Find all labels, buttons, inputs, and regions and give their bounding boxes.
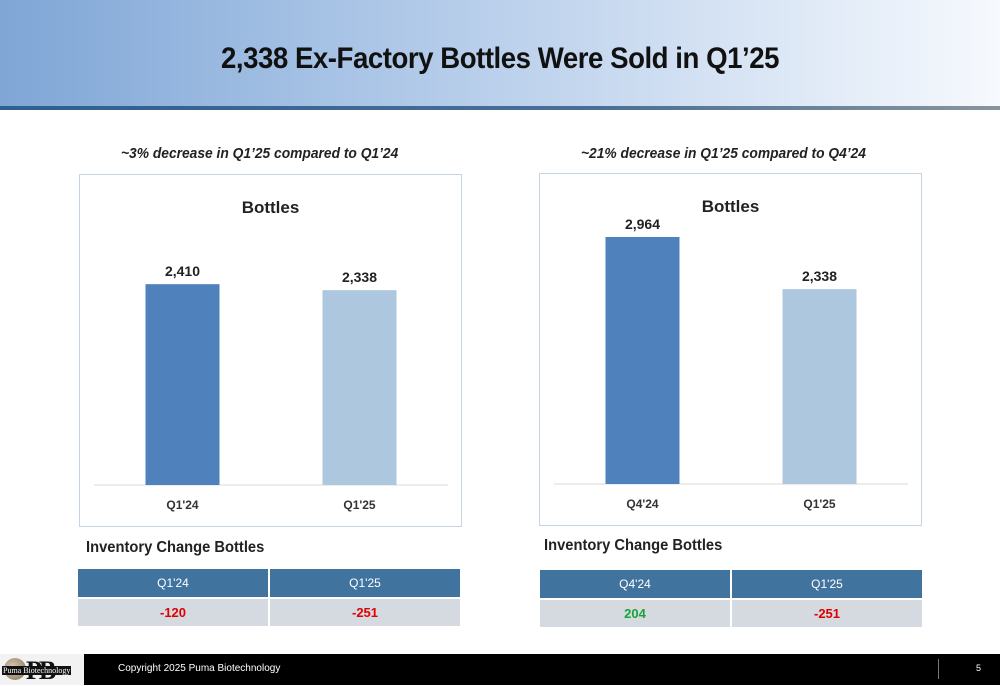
table-cell: 204 <box>540 600 730 627</box>
table-header-row: Q1'24 Q1'25 <box>78 569 460 597</box>
logo-name: Puma Biotechnology <box>2 666 72 675</box>
bar-data-label: 2,964 <box>625 216 660 232</box>
header-banner <box>0 0 1000 107</box>
table-cell: -120 <box>78 599 268 626</box>
left-chart-panel: Bottles 2,410 Q1'24 2,338 Q1'25 <box>79 174 462 527</box>
left-bar-chart: Bottles 2,410 Q1'24 2,338 Q1'25 <box>94 198 448 512</box>
right-bar-chart: Bottles 2,964 Q4'24 2,338 Q1'25 <box>554 197 908 511</box>
slide-title: 2,338 Ex-Factory Bottles Were Sold in Q1… <box>220 42 779 75</box>
x-tick-label: Q1'24 <box>166 498 199 512</box>
x-tick-label: Q1'25 <box>803 497 836 511</box>
table-cell: -251 <box>270 599 460 626</box>
footer-bar: PB Puma Biotechnology Copyright 2025 Pum… <box>0 654 1000 685</box>
table-header-cell: Q1'25 <box>270 569 460 597</box>
table-cell: -251 <box>732 600 922 627</box>
bar-data-label: 2,338 <box>802 268 837 284</box>
x-tick-label: Q4'24 <box>626 497 659 511</box>
right-inventory-title: Inventory Change Bottles <box>544 537 723 554</box>
table-header-row: Q4'24 Q1'25 <box>540 570 922 598</box>
copyright-text: Copyright 2025 Puma Biotechnology <box>118 663 281 674</box>
company-logo: PB Puma Biotechnology <box>0 654 84 685</box>
bar <box>145 284 220 485</box>
bar-data-label: 2,410 <box>165 263 200 279</box>
bar <box>782 289 857 484</box>
chart-title: Bottles <box>702 197 760 216</box>
page-number: 5 <box>976 663 982 673</box>
x-tick-label: Q1'25 <box>343 498 376 512</box>
bar <box>605 237 680 484</box>
left-subtitle: ~3% decrease in Q1’25 compared to Q1’24 <box>121 145 399 162</box>
footer-divider <box>938 659 939 679</box>
bar <box>322 290 397 485</box>
right-subtitle: ~21% decrease in Q1’25 compared to Q4’24 <box>581 145 866 162</box>
left-inventory-table: Q1'24 Q1'25 -120 -251 <box>78 569 460 626</box>
right-inventory-table: Q4'24 Q1'25 204 -251 <box>540 570 922 627</box>
table-row: 204 -251 <box>540 598 922 627</box>
table-header-cell: Q1'24 <box>78 569 268 597</box>
bar-data-label: 2,338 <box>342 269 377 285</box>
table-header-cell: Q1'25 <box>732 570 922 598</box>
left-inventory-title: Inventory Change Bottles <box>86 539 265 556</box>
table-row: -120 -251 <box>78 597 460 626</box>
right-chart-panel: Bottles 2,964 Q4'24 2,338 Q1'25 <box>539 173 922 526</box>
header-divider <box>0 106 1000 110</box>
table-header-cell: Q4'24 <box>540 570 730 598</box>
chart-title: Bottles <box>242 198 300 217</box>
